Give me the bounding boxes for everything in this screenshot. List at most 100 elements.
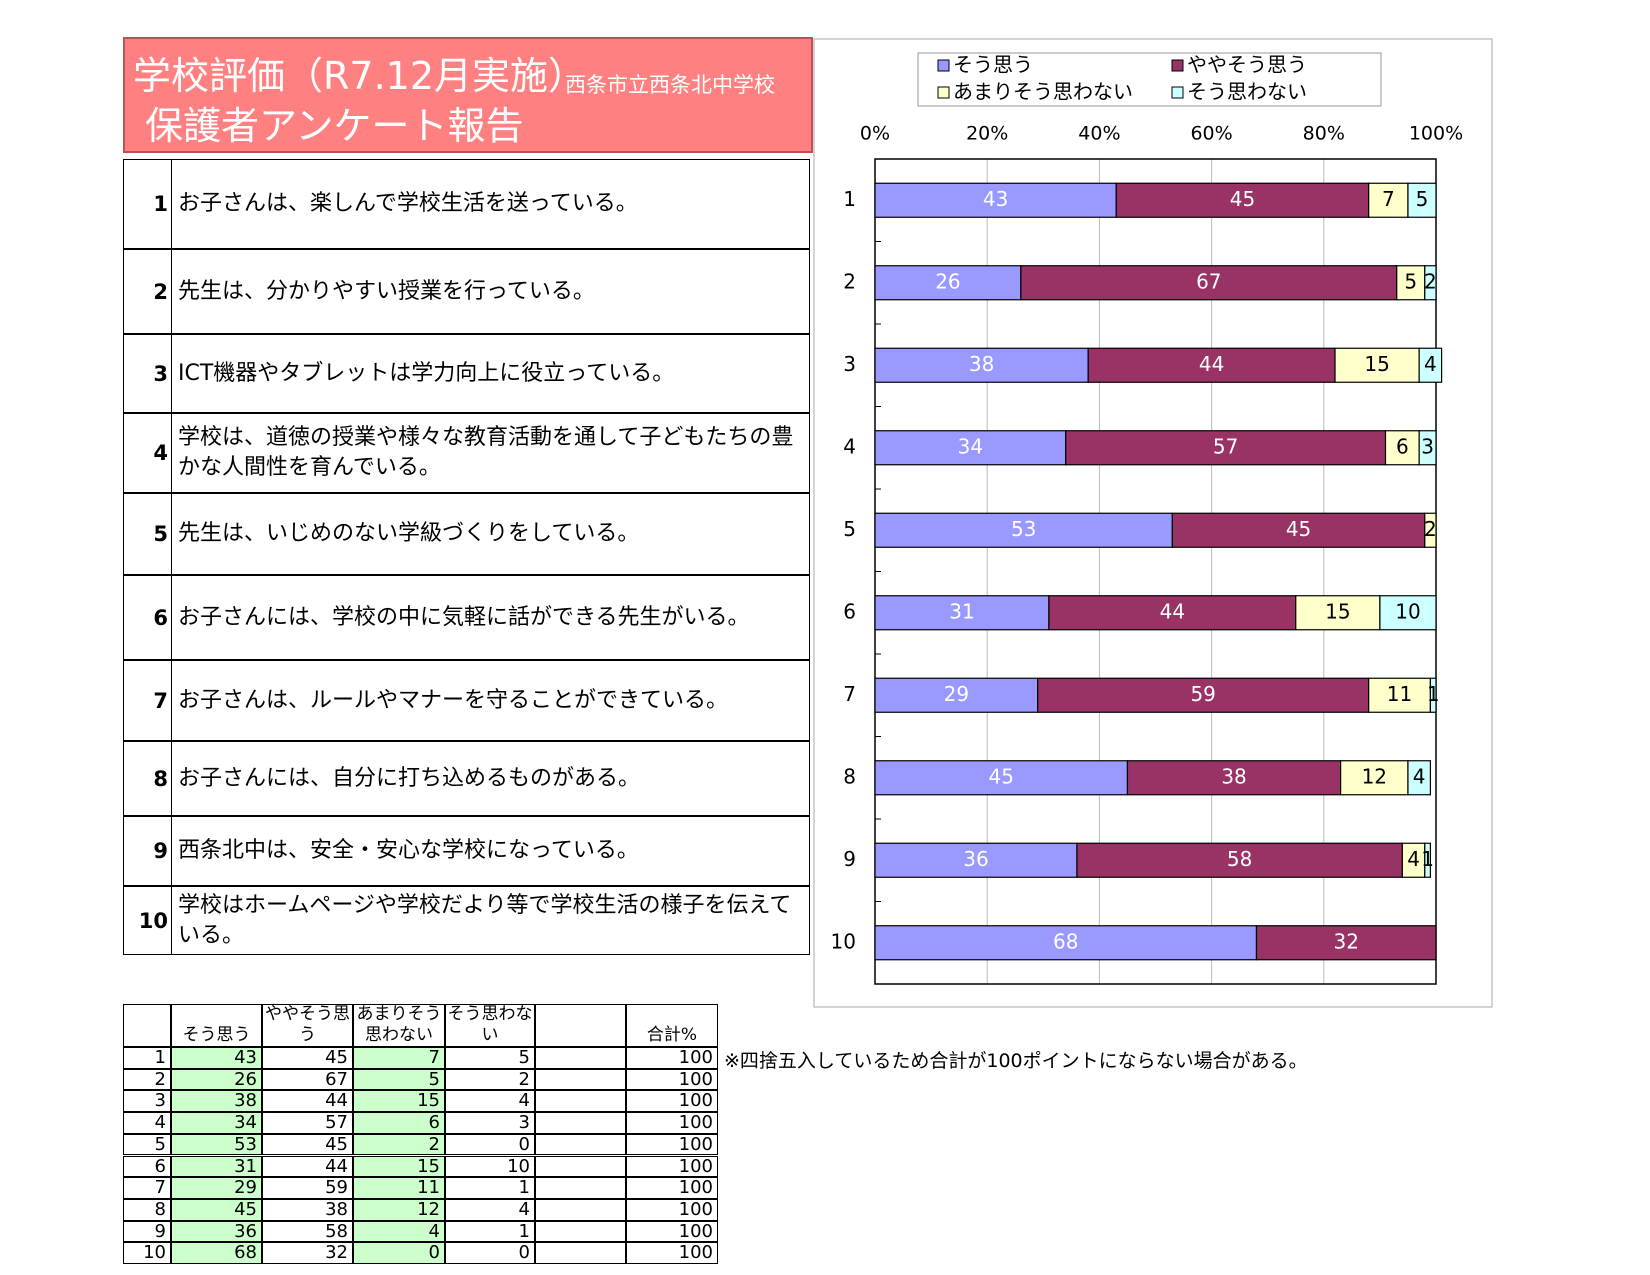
data-label: 68 [1053,929,1078,953]
row-total: 100 [626,1090,718,1113]
row-no: 4 [123,1112,171,1134]
data-label: 38 [969,352,994,376]
table-cell [535,1242,626,1264]
bar-segment [1424,842,1431,878]
table-header: そう思わない [445,1004,535,1047]
bar-segment [1340,760,1409,796]
data-label: 58 [1227,847,1252,871]
y-tick-label: 10 [831,929,856,953]
table-cell: 0 [445,1133,535,1156]
table-cell: 0 [353,1242,445,1264]
bar-segment [1334,347,1420,383]
row-total: 100 [626,1198,718,1221]
row-no: 5 [123,1133,171,1156]
question-text: お子さんには、学校の中に気軽に話ができる先生がいる。 [171,575,810,660]
table-cell: 38 [171,1090,262,1113]
table-cell [535,1047,626,1069]
data-label: 1 [1421,847,1434,871]
row-no: 7 [123,1177,171,1199]
table-cell [123,1004,171,1047]
data-label: 57 [1213,434,1238,458]
table-header: 合計% [626,1004,718,1047]
x-tick-label: 80% [1303,123,1345,145]
table-cell: 53 [171,1133,262,1156]
x-tick-label: 0% [860,123,890,145]
table-cell [535,1177,626,1199]
data-label: 4 [1413,764,1426,788]
legend-box [917,52,1382,107]
row-total: 100 [626,1155,718,1178]
table-cell: 0 [445,1242,535,1264]
bar-segment [1076,842,1403,878]
data-label: 43 [983,187,1008,211]
data-label: 32 [1334,929,1359,953]
bar-segment [1115,182,1370,218]
question-text: 先生は、分かりやすい授業を行っている。 [171,249,810,334]
table-header: そう思う [171,1004,262,1047]
data-label: 2 [1424,269,1437,293]
bar-segment [1424,512,1437,548]
table-cell: 3 [445,1112,535,1134]
table-cell [535,1155,626,1178]
question-text: 先生は、いじめのない学級づくりをしている。 [171,493,810,575]
data-label: 4 [1407,847,1420,871]
table-cell: 15 [353,1090,445,1113]
table-cell: 11 [353,1177,445,1199]
data-label: 4 [1424,352,1437,376]
row-no: 9 [123,1220,171,1243]
table-cell: 44 [262,1155,353,1178]
data-label: 45 [988,764,1013,788]
bar-segment [1418,430,1437,466]
data-label: 15 [1364,352,1389,376]
data-label: 45 [1286,517,1311,541]
table-cell: 2 [353,1133,445,1156]
row-total: 100 [626,1177,718,1199]
question-text: お子さんは、楽しんで学校生活を送っている。 [171,159,810,249]
data-label: 29 [944,682,969,706]
data-label: 5 [1416,187,1429,211]
table-cell: 4 [353,1220,445,1243]
table-cell: 45 [262,1047,353,1069]
table-cell: 29 [171,1177,262,1199]
bar-segment [1396,265,1426,301]
bar-segment [874,760,1129,796]
row-no: 6 [123,1155,171,1178]
bar-segment [1087,347,1336,383]
y-tick-label: 4 [843,434,856,458]
y-tick-label: 2 [843,269,856,293]
row-no: 8 [123,1198,171,1221]
row-total: 100 [626,1133,718,1156]
bar-segment [1295,595,1381,631]
table-cell: 68 [171,1242,262,1264]
data-label: 5 [1404,269,1417,293]
bar-segment [1037,677,1370,713]
legend-label: ややそう思う [1187,53,1307,77]
data-label: 67 [1196,269,1221,293]
table-cell [535,1133,626,1156]
data-label: 38 [1221,764,1246,788]
table-cell: 10 [445,1155,535,1178]
row-total: 100 [626,1047,718,1069]
y-tick-label: 8 [843,764,856,788]
table-cell: 4 [445,1198,535,1221]
data-label: 11 [1387,682,1412,706]
table-cell: 59 [262,1177,353,1199]
bar-segment [874,430,1067,466]
y-tick-label: 3 [843,352,856,376]
bar-segment [874,265,1022,301]
bar-segment [1379,595,1437,631]
bar-segment [874,512,1173,548]
school: 西条市立西条北中学校 [565,73,775,97]
table-cell: 58 [262,1220,353,1243]
y-tick-label: 9 [843,847,856,871]
table-cell: 45 [171,1198,262,1221]
legend-swatch [937,59,950,72]
bar-segment [874,595,1050,631]
row-no: 1 [123,1047,171,1069]
table-cell: 67 [262,1068,353,1091]
row-total: 100 [626,1112,718,1134]
legend-swatch [937,86,950,99]
bar-segment [1407,182,1437,218]
table-cell: 38 [262,1198,353,1221]
